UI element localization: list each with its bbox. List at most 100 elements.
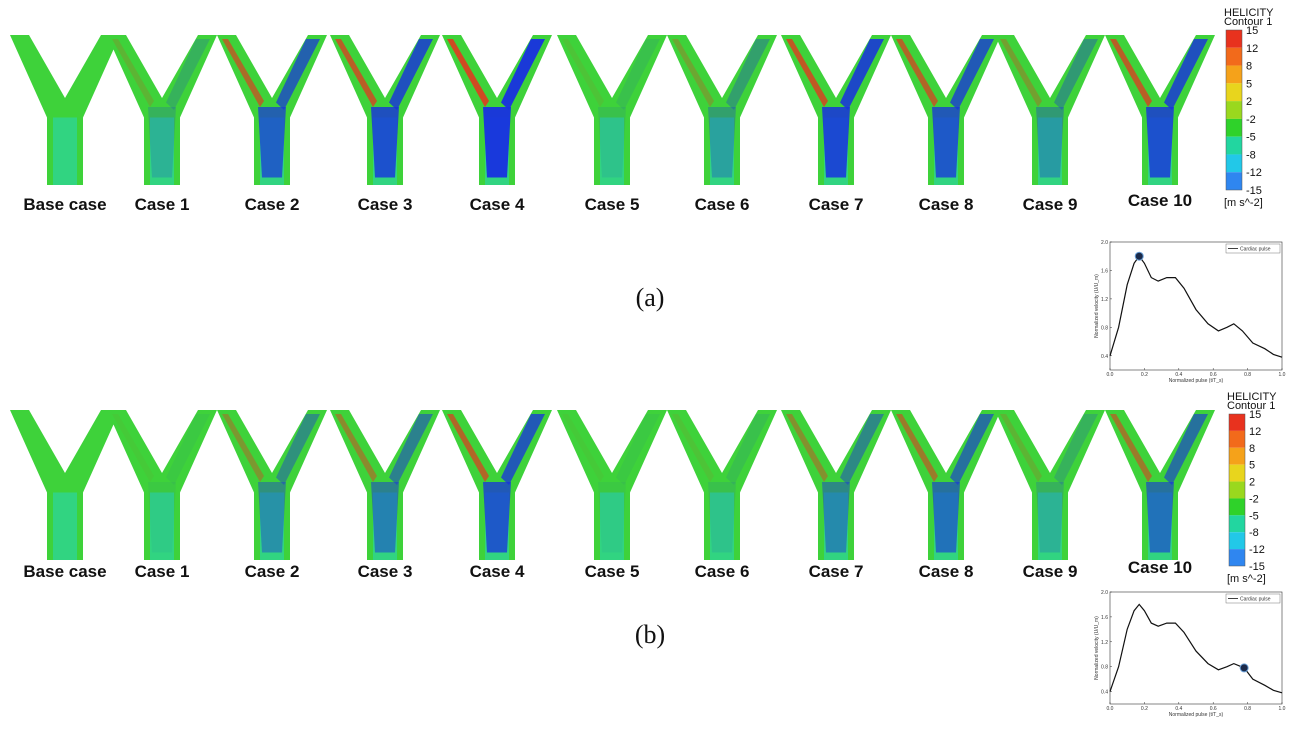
colorbar-segment <box>1229 431 1245 448</box>
case-label: Case 1 <box>135 562 190 581</box>
colorbar-tick-label: 15 <box>1249 409 1261 421</box>
vessel-contour <box>442 35 552 185</box>
colorbar-tick-label: 8 <box>1246 61 1252 73</box>
vessel-contour <box>217 35 327 185</box>
vortex-core <box>371 482 399 553</box>
vortex-core <box>483 107 511 178</box>
vessel-band <box>53 493 77 561</box>
x-tick-label: 0.8 <box>1244 372 1251 378</box>
colorbar-tick-label: -5 <box>1249 510 1259 522</box>
vortex-core <box>932 107 960 178</box>
colorbar-segment <box>1229 549 1245 566</box>
vessel-contour <box>107 35 217 185</box>
colorbar-unit: [m s^-2] <box>1227 573 1266 585</box>
colorbar-tick-label: 2 <box>1249 477 1255 489</box>
vortex-core <box>1146 107 1174 178</box>
colorbar-segment <box>1229 515 1245 532</box>
vessel-contour <box>995 35 1105 185</box>
colorbar-segment <box>1229 482 1245 499</box>
case-label: Case 6 <box>695 195 750 214</box>
case-label: Case 6 <box>695 562 750 581</box>
panel-label: (a) <box>636 283 665 312</box>
y-tick-label: 1.2 <box>1101 297 1108 303</box>
colorbar-tick-label: -8 <box>1249 527 1259 539</box>
case-label: Case 3 <box>358 195 413 214</box>
case-label: Case 1 <box>135 195 190 214</box>
y-tick-label: 0.4 <box>1101 354 1108 360</box>
vessel-contour <box>10 410 120 560</box>
colorbar-segment <box>1226 66 1242 84</box>
colorbar-tick-label: 15 <box>1246 25 1258 37</box>
colorbar-segment <box>1226 119 1242 137</box>
colorbar-tick-label: -12 <box>1249 544 1265 556</box>
vessel-contour <box>891 410 1001 560</box>
vessel-contour <box>1105 35 1215 185</box>
vortex-core <box>148 482 176 553</box>
vessel-contour <box>10 35 120 185</box>
y-tick-label: 2.0 <box>1101 590 1108 596</box>
case-label: Case 10 <box>1128 558 1192 577</box>
colorbar-segment <box>1229 465 1245 482</box>
vessel-contour <box>217 410 327 560</box>
case-label: Case 8 <box>919 195 974 214</box>
colorbar-segment <box>1229 532 1245 549</box>
case-label: Case 9 <box>1023 562 1078 581</box>
colorbar-tick-label: -15 <box>1249 561 1265 573</box>
vessel-contour <box>781 410 891 560</box>
x-tick-label: 1.0 <box>1279 706 1286 712</box>
x-axis-label: Normalized pulse (t/T_s) <box>1169 378 1224 384</box>
vortex-core <box>822 482 850 553</box>
vortex-core <box>598 107 626 178</box>
x-tick-label: 0.0 <box>1107 372 1114 378</box>
colorbar-tick-label: -2 <box>1249 493 1259 505</box>
x-tick-label: 0.8 <box>1244 706 1251 712</box>
vortex-core <box>708 107 736 178</box>
vessel-contour <box>557 410 667 560</box>
vortex-core <box>258 107 286 178</box>
colorbar-tick-label: 8 <box>1249 443 1255 455</box>
colorbar-segment <box>1226 30 1242 48</box>
case-label: Case 9 <box>1023 195 1078 214</box>
case-label: Case 3 <box>358 562 413 581</box>
time-marker <box>1135 252 1143 260</box>
vessel-band <box>53 118 77 186</box>
colorbar-tick-label: -2 <box>1246 114 1256 126</box>
figure: Base caseCase 1Case 2Case 3Case 4Case 5C… <box>0 0 1292 737</box>
time-marker <box>1240 664 1248 672</box>
colorbar-segment <box>1226 172 1242 190</box>
vortex-core <box>1146 482 1174 553</box>
case-label: Case 8 <box>919 562 974 581</box>
legend-label: Cardiac pulse <box>1240 597 1271 603</box>
colorbar-tick-label: -5 <box>1246 132 1256 144</box>
x-tick-label: 0.2 <box>1141 706 1148 712</box>
vessel-contour <box>781 35 891 185</box>
colorbar-tick-label: 2 <box>1246 96 1252 108</box>
colorbar-segment <box>1226 48 1242 66</box>
colorbar-segment <box>1226 101 1242 119</box>
y-axis-label: Normalized velocity (U/U_m) <box>1094 274 1100 338</box>
vessel-contour <box>442 410 552 560</box>
colorbar-unit: [m s^-2] <box>1224 197 1263 209</box>
colorbar-tick-label: -15 <box>1246 185 1262 197</box>
case-label: Case 5 <box>585 195 640 214</box>
y-tick-label: 1.2 <box>1101 640 1108 646</box>
colorbar-tick-label: 12 <box>1246 43 1258 55</box>
vessel-contour <box>107 410 217 560</box>
case-label: Case 7 <box>809 195 864 214</box>
vessel-contour <box>667 35 777 185</box>
y-tick-label: 2.0 <box>1101 240 1108 246</box>
y-tick-label: 0.8 <box>1101 325 1108 331</box>
case-label: Case 2 <box>245 562 300 581</box>
colorbar-segment <box>1226 154 1242 172</box>
x-tick-label: 0.0 <box>1107 706 1114 712</box>
vortex-core <box>258 482 286 553</box>
vessel-contour <box>330 410 440 560</box>
case-label: Case 4 <box>470 562 525 581</box>
vessel-contour <box>667 410 777 560</box>
vortex-core <box>598 482 626 553</box>
case-label: Case 2 <box>245 195 300 214</box>
vortex-core <box>371 107 399 178</box>
vessel-contour <box>891 35 1001 185</box>
x-axis-label: Normalized pulse (t/T_s) <box>1169 712 1224 718</box>
colorbar-tick-label: 5 <box>1249 460 1255 472</box>
